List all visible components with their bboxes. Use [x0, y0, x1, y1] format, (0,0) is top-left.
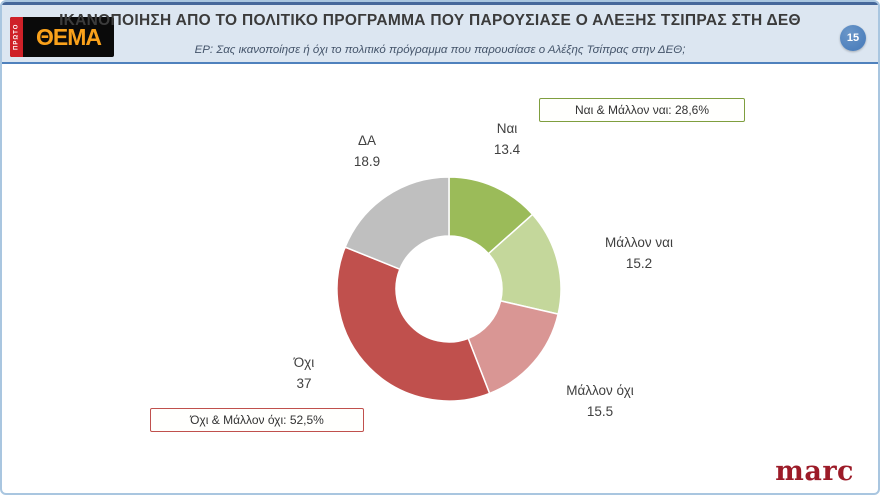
- slice-label-text: Μάλλον ναι: [605, 235, 673, 250]
- slice-value: 15.5: [586, 404, 614, 419]
- donut-segment-ΔΑ: [344, 176, 450, 271]
- slice-value: 18.9: [353, 154, 381, 169]
- donut-chart: [336, 176, 562, 402]
- slice-label-nai: Ναι 13.4: [467, 118, 547, 160]
- slide-header: ΠΡΩΤΟ ΘΕΜΑ ΙΚΑΝΟΠΟΙΗΣΗ ΑΠΟ ΤΟ ΠΟΛΙΤΙΚΟ Π…: [2, 2, 878, 64]
- slice-label-text: Όχι: [293, 355, 315, 370]
- slice-label-ochi: Όχι 37: [264, 352, 344, 394]
- slice-label-da: ΔΑ 18.9: [327, 130, 407, 172]
- slice-label-mallon-nai: Μάλλον ναι 15.2: [579, 232, 699, 274]
- donut-segment-Όχι: [336, 246, 491, 402]
- page-number-badge: 15: [840, 25, 866, 51]
- slice-label-mallon-ochi: Μάλλον όχι 15.5: [540, 380, 660, 422]
- proto-thema-logo: ΠΡΩΤΟ ΘΕΜΑ: [10, 17, 114, 57]
- slice-value: 13.4: [493, 142, 521, 157]
- annotation-no-total: Όχι & Μάλλον όχι: 52,5%: [150, 408, 364, 432]
- slice-value: 37: [296, 376, 312, 391]
- slice-label-text: Ναι: [496, 121, 518, 136]
- logo-main-text: ΘΕΜΑ: [36, 23, 102, 50]
- page-subtitle: ΕΡ: Σας ικανοποίησε ή όχι το πολιτικό πρ…: [194, 44, 686, 56]
- annotation-yes-total: Ναι & Μάλλον ναι: 28,6%: [539, 98, 745, 122]
- marc-logo: marc: [775, 456, 854, 487]
- logo-side-text: ΠΡΩΤΟ: [10, 17, 23, 57]
- slice-value: 15.2: [625, 256, 653, 271]
- slice-label-text: Μάλλον όχι: [566, 383, 634, 398]
- page-title: ΙΚΑΝΟΠΟΙΗΣΗ ΑΠΟ ΤΟ ΠΟΛΙΤΙΚΟ ΠΡΟΓΡΑΜΜΑ ΠΟ…: [59, 12, 801, 29]
- slice-label-text: ΔΑ: [357, 133, 377, 148]
